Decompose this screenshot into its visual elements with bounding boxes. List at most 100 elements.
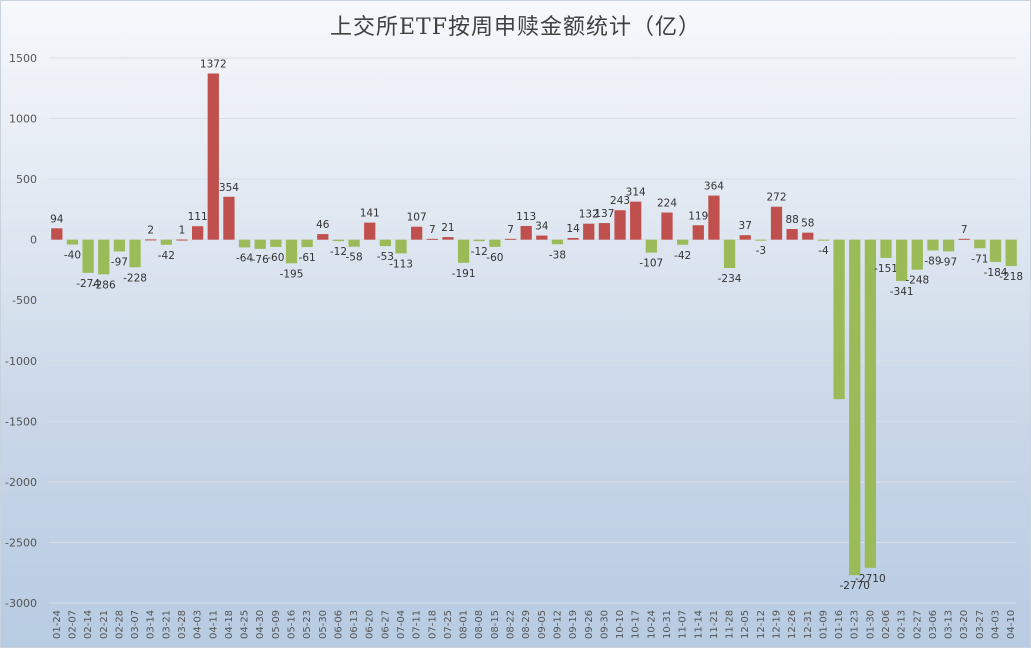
bar [942, 239, 955, 252]
bar [974, 239, 986, 249]
bar [661, 212, 673, 240]
x-tick-label: 07-18 [427, 610, 438, 639]
x-tick-label: 04-03 [991, 610, 1002, 639]
bar [723, 239, 736, 269]
data-label: -60 [486, 252, 503, 264]
y-tick-label: 1500 [9, 52, 37, 65]
bar [332, 239, 345, 242]
x-tick-label: 01-16 [834, 610, 845, 639]
data-label: -42 [158, 250, 175, 262]
bar [191, 226, 204, 240]
bar [379, 239, 392, 247]
bar [442, 237, 454, 240]
data-label: 243 [610, 195, 630, 207]
bar [551, 239, 564, 245]
bar [82, 239, 94, 273]
x-tick-label: 10-24 [646, 610, 657, 639]
x-tick-label: 01-09 [818, 610, 829, 639]
x-tick-label: 09-19 [568, 610, 579, 639]
x-tick-label: 05-23 [302, 610, 313, 639]
x-tick-label: 03-13 [944, 610, 955, 639]
bar [395, 239, 407, 254]
bar [739, 235, 751, 240]
x-tick-label: 03-07 [130, 610, 141, 639]
bar [285, 239, 298, 264]
x-tick-label: 07-25 [443, 610, 454, 639]
x-tick-label: 10-17 [631, 610, 642, 639]
x-tick-label: 10-31 [662, 610, 673, 639]
y-tick-label: -500 [12, 294, 37, 307]
bar [504, 238, 517, 240]
bar [223, 196, 235, 240]
data-label: -76 [252, 254, 269, 266]
bar [614, 210, 626, 240]
bar [473, 239, 485, 242]
x-tick-label: 12-05 [740, 610, 751, 639]
data-label: -113 [389, 258, 413, 270]
x-tick-label: 03-21 [161, 610, 172, 639]
x-tick-label: 11-07 [678, 610, 689, 639]
x-tick-label: 03-28 [177, 610, 188, 639]
bar [145, 239, 157, 241]
bar [755, 239, 767, 241]
y-tick-label: -1500 [5, 415, 37, 428]
data-label: -151 [874, 263, 898, 275]
x-tick-label: 05-09 [271, 610, 282, 639]
bar [692, 225, 704, 240]
bar [630, 201, 642, 240]
data-label: 2 [147, 224, 154, 236]
data-label: -195 [280, 268, 304, 280]
data-label: 272 [766, 192, 786, 204]
x-tick-label: 02-28 [114, 610, 125, 639]
x-tick-label: 12-12 [756, 610, 767, 639]
x-tick-label: 08-29 [521, 610, 532, 639]
y-tick-label: -3000 [5, 597, 37, 610]
x-tick-label: 02-14 [83, 610, 94, 639]
bar [770, 206, 783, 240]
bar [457, 239, 470, 263]
x-tick-label: 09-05 [537, 610, 548, 639]
chart-title: 上交所ETF按周申赎金额统计（亿） [330, 15, 701, 40]
data-label: -12 [471, 246, 488, 258]
data-label: 364 [704, 181, 724, 193]
x-tick-label: 02-13 [897, 610, 908, 639]
x-tick-label: 04-30 [255, 610, 266, 639]
bar [254, 239, 266, 249]
data-label: -341 [890, 286, 914, 298]
x-tick-label: 01-30 [865, 610, 876, 639]
data-label: 113 [516, 211, 536, 223]
bar [301, 239, 313, 248]
data-label: 354 [219, 182, 239, 194]
x-tick-label: 03-20 [959, 610, 970, 639]
data-label: -286 [92, 279, 116, 291]
data-label: 7 [961, 224, 968, 236]
x-tick-label: 12-26 [787, 610, 798, 639]
bar [411, 226, 423, 240]
data-label: 46 [316, 219, 330, 231]
y-tick-label: -1000 [5, 355, 37, 368]
bar [270, 239, 282, 247]
x-tick-label: 03-14 [146, 610, 157, 639]
bar [927, 239, 939, 251]
y-tick-label: 0 [30, 234, 37, 247]
y-tick-label: -2500 [5, 536, 37, 549]
y-tick-label: 500 [16, 173, 37, 186]
bar [160, 239, 172, 245]
x-tick-label: 02-21 [99, 610, 110, 639]
data-label: -2770 [839, 580, 870, 592]
x-tick-label: 01-23 [850, 610, 861, 639]
data-label: -4 [818, 245, 829, 257]
data-label: 141 [360, 208, 380, 220]
bar [864, 239, 877, 568]
bar [364, 222, 376, 240]
bar [489, 239, 501, 247]
bar [567, 237, 579, 240]
x-tick-label: 04-25 [240, 610, 251, 639]
x-tick-label: 12-31 [803, 610, 814, 639]
x-tick-label: 02-07 [67, 610, 78, 639]
x-tick-label: 04-11 [208, 610, 219, 639]
bar [1005, 239, 1017, 267]
x-tick-label: 10-10 [615, 610, 626, 639]
